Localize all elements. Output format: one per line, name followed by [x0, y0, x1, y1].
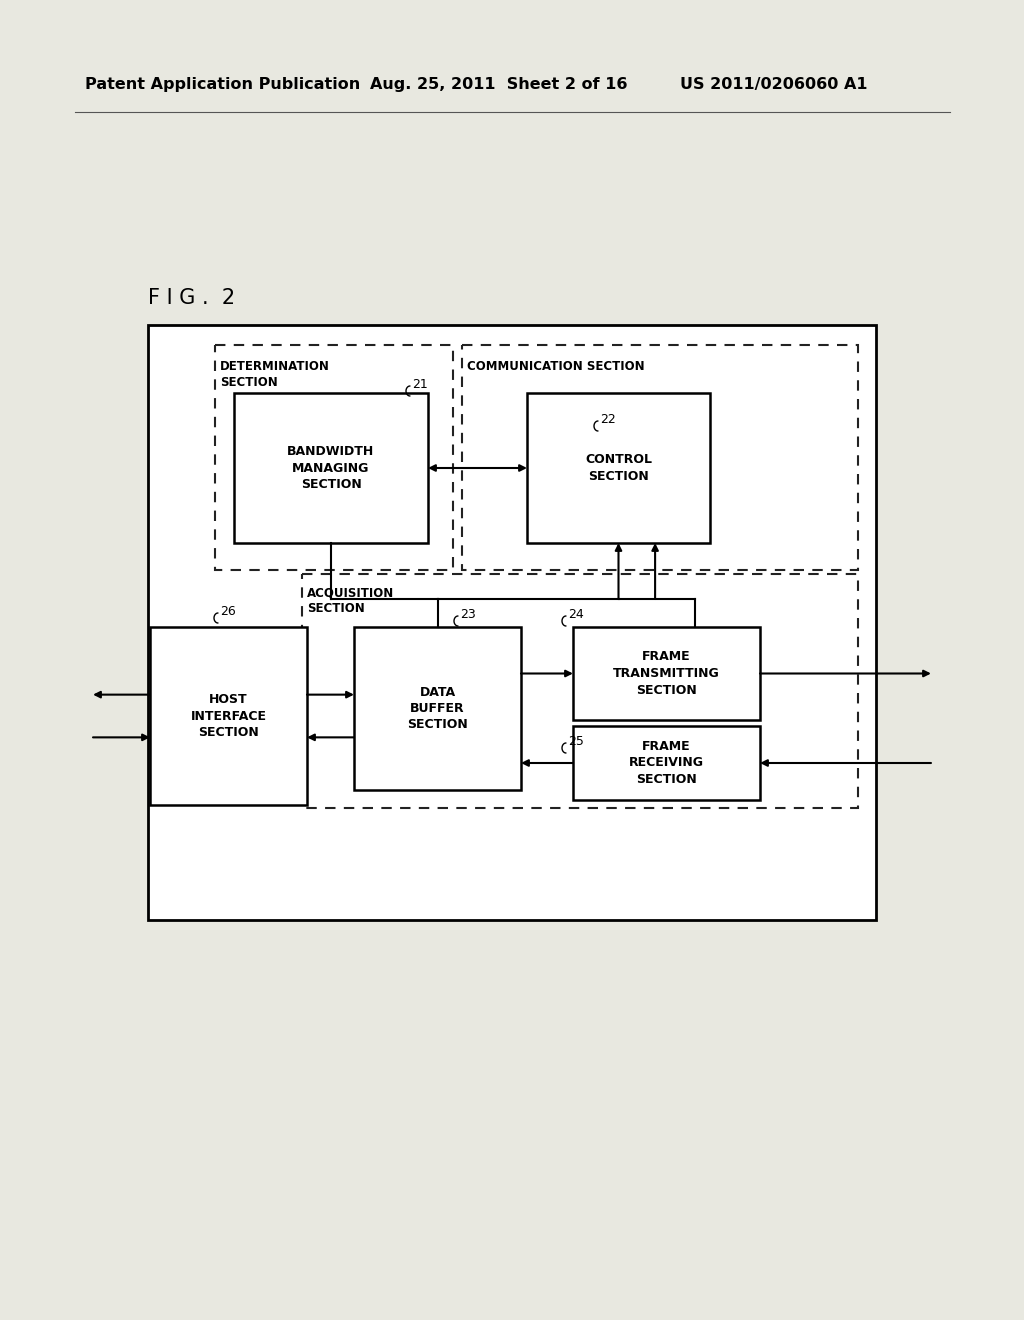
Bar [150, 627, 307, 805]
Bar [354, 627, 521, 789]
Bar [215, 345, 453, 570]
Text: 26: 26 [220, 605, 236, 618]
Text: F I G .  2: F I G . 2 [148, 288, 236, 308]
Text: Aug. 25, 2011  Sheet 2 of 16: Aug. 25, 2011 Sheet 2 of 16 [370, 77, 628, 92]
Bar [573, 726, 760, 800]
Text: BANDWIDTH
MANAGING
SECTION: BANDWIDTH MANAGING SECTION [288, 445, 375, 491]
Text: HOST
INTERFACE
SECTION: HOST INTERFACE SECTION [190, 693, 266, 739]
Bar [462, 345, 858, 570]
Text: FRAME
TRANSMITTING
SECTION: FRAME TRANSMITTING SECTION [613, 651, 720, 697]
Text: ACQUISITION
SECTION: ACQUISITION SECTION [307, 586, 394, 615]
Text: 25: 25 [568, 735, 584, 748]
Bar [527, 393, 710, 543]
Text: DATA
BUFFER
SECTION: DATA BUFFER SECTION [408, 685, 468, 731]
Bar [573, 627, 760, 719]
Text: DETERMINATION
SECTION: DETERMINATION SECTION [220, 360, 330, 389]
Text: US 2011/0206060 A1: US 2011/0206060 A1 [680, 77, 867, 92]
Text: Patent Application Publication: Patent Application Publication [85, 77, 360, 92]
Text: CONTROL
SECTION: CONTROL SECTION [585, 453, 652, 483]
Text: 22: 22 [600, 413, 615, 426]
Text: 23: 23 [460, 609, 476, 620]
Text: 24: 24 [568, 609, 584, 620]
Text: 21: 21 [412, 378, 428, 391]
Bar [148, 325, 876, 920]
Bar [302, 574, 858, 808]
Text: FRAME
RECEIVING
SECTION: FRAME RECEIVING SECTION [629, 741, 705, 785]
Text: COMMUNICATION SECTION: COMMUNICATION SECTION [467, 360, 645, 374]
Bar [234, 393, 428, 543]
